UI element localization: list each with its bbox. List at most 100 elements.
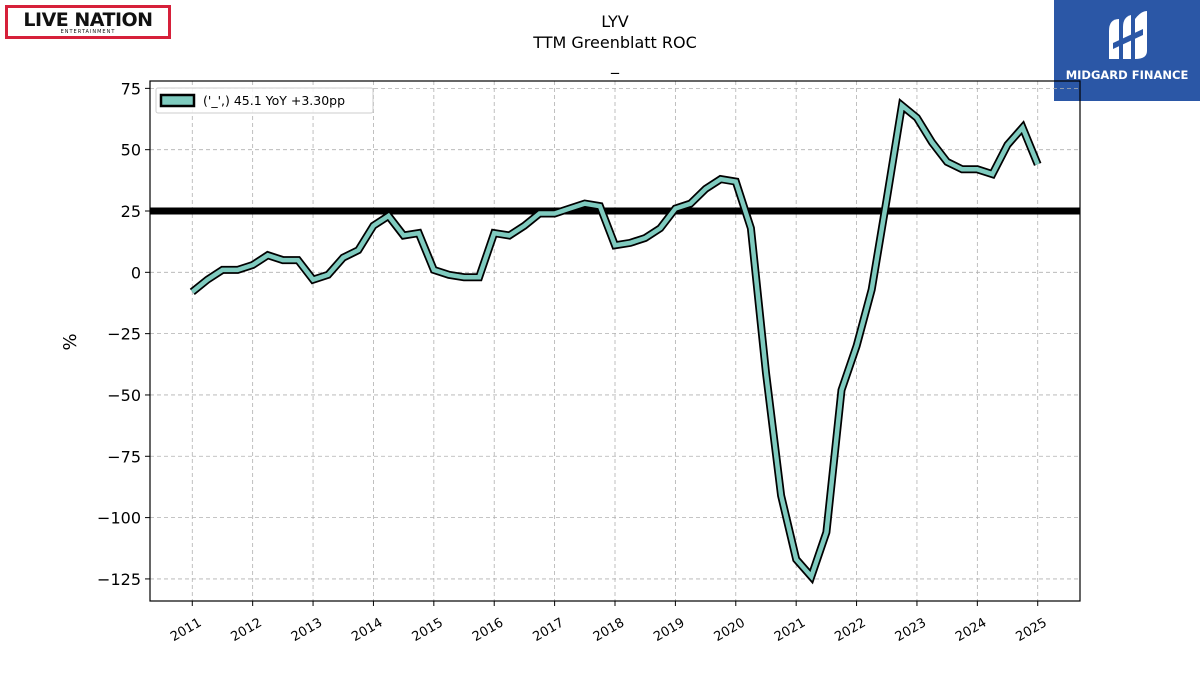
x-tick-label: 2020: [712, 615, 748, 645]
data-point: [538, 212, 542, 216]
data-point: [855, 344, 859, 348]
x-tick-label: 2012: [229, 615, 265, 645]
chart-title: LYV: [601, 12, 629, 31]
x-tick-label: 2013: [289, 615, 325, 645]
data-point: [281, 258, 285, 262]
data-point: [462, 275, 466, 279]
data-point: [236, 268, 240, 272]
data-point: [583, 202, 587, 206]
live-nation-logo-text: LIVE NATION: [23, 9, 153, 31]
legend-swatch: [159, 93, 196, 108]
data-point: [900, 104, 904, 108]
data-point: [598, 204, 602, 208]
data-point: [221, 268, 225, 272]
data-point: [734, 180, 738, 184]
data-point: [326, 273, 330, 277]
data-point: [779, 494, 783, 498]
legend-label: ('_',) 45.1 YoY +3.30pp: [203, 93, 345, 108]
y-tick-label: 0: [131, 263, 141, 282]
y-tick-label: −50: [107, 386, 141, 405]
data-point: [356, 248, 360, 252]
data-point: [492, 231, 496, 235]
data-point: [613, 243, 617, 247]
x-tick-label: 2025: [1014, 615, 1050, 645]
chart-subtitle: TTM Greenblatt ROC: [532, 33, 697, 52]
data-point: [689, 202, 693, 206]
y-tick-label: −75: [107, 447, 141, 466]
data-point: [1006, 143, 1010, 147]
y-tick-label: 75: [121, 79, 141, 98]
data-point: [1036, 162, 1040, 166]
data-point: [477, 275, 481, 279]
data-point: [1021, 126, 1025, 130]
data-point: [251, 263, 255, 267]
chart-sub-subtitle: _: [610, 55, 620, 75]
midgard-emblem-icon: [1109, 11, 1147, 59]
series-line: [190, 101, 1040, 581]
data-point: [417, 231, 421, 235]
y-tick-label: −25: [107, 325, 141, 344]
data-point: [719, 177, 723, 181]
data-point: [704, 187, 708, 191]
y-tick-label: −125: [97, 570, 141, 589]
data-point: [447, 273, 451, 277]
data-point: [432, 268, 436, 272]
data-point: [764, 371, 768, 375]
x-tick-label: 2019: [651, 615, 687, 645]
data-point: [794, 557, 798, 561]
data-point: [190, 290, 194, 294]
data-point: [371, 224, 375, 228]
data-point: [311, 278, 315, 282]
data-point: [824, 530, 828, 534]
x-tick-label: 2023: [893, 615, 929, 645]
data-point: [507, 234, 511, 238]
data-point: [975, 167, 979, 171]
y-axis-label: %: [60, 333, 81, 350]
data-point: [885, 197, 889, 201]
data-point: [341, 256, 345, 260]
data-point: [673, 207, 677, 211]
x-tick-label: 2011: [168, 615, 204, 645]
data-point: [870, 288, 874, 292]
data-point: [522, 224, 526, 228]
grid-lines: [150, 81, 1080, 601]
data-point: [296, 258, 300, 262]
y-tick-label: −100: [97, 509, 141, 528]
x-tick-label: 2022: [832, 615, 868, 645]
data-point: [930, 140, 934, 144]
data-point: [915, 116, 919, 120]
data-point: [960, 167, 964, 171]
data-point: [990, 172, 994, 176]
data-point: [749, 226, 753, 230]
y-tick-label: 25: [121, 202, 141, 221]
legend: ('_',) 45.1 YoY +3.30pp: [155, 87, 374, 114]
y-axis-ticks: 75 50 25 0 −25 −50 −75 −100 −125: [97, 79, 150, 589]
x-tick-label: 2017: [530, 615, 566, 645]
data-point: [387, 214, 391, 218]
midgard-finance-logo: MIDGARD FINANCE: [1054, 0, 1200, 101]
x-tick-label: 2016: [470, 615, 506, 645]
x-tick-label: 2014: [349, 615, 385, 645]
data-point: [809, 575, 813, 579]
x-tick-label: 2024: [953, 615, 989, 645]
data-point: [643, 236, 647, 240]
x-tick-label: 2021: [772, 615, 808, 645]
data-point: [658, 226, 662, 230]
y-tick-label: 50: [121, 141, 141, 160]
data-point: [266, 253, 270, 257]
midgard-finance-logo-text: MIDGARD FINANCE: [1065, 68, 1189, 82]
x-tick-label: 2015: [410, 615, 446, 645]
data-point: [568, 207, 572, 211]
data-point: [628, 241, 632, 245]
live-nation-logo-subtext: ENTERTAINMENT: [60, 29, 116, 35]
legend-box: [155, 87, 374, 114]
series-group: [189, 98, 1042, 585]
x-tick-label: 2018: [591, 615, 627, 645]
data-point: [402, 234, 406, 238]
data-point: [945, 160, 949, 164]
x-axis-ticks: 2011 2012 2013 2014 2015 2016 2017 2018 2019 2020…: [168, 601, 1050, 645]
data-point: [205, 278, 209, 282]
data-point: [840, 388, 844, 392]
live-nation-logo: LIVE NATION ENTERTAINMENT: [5, 5, 171, 39]
